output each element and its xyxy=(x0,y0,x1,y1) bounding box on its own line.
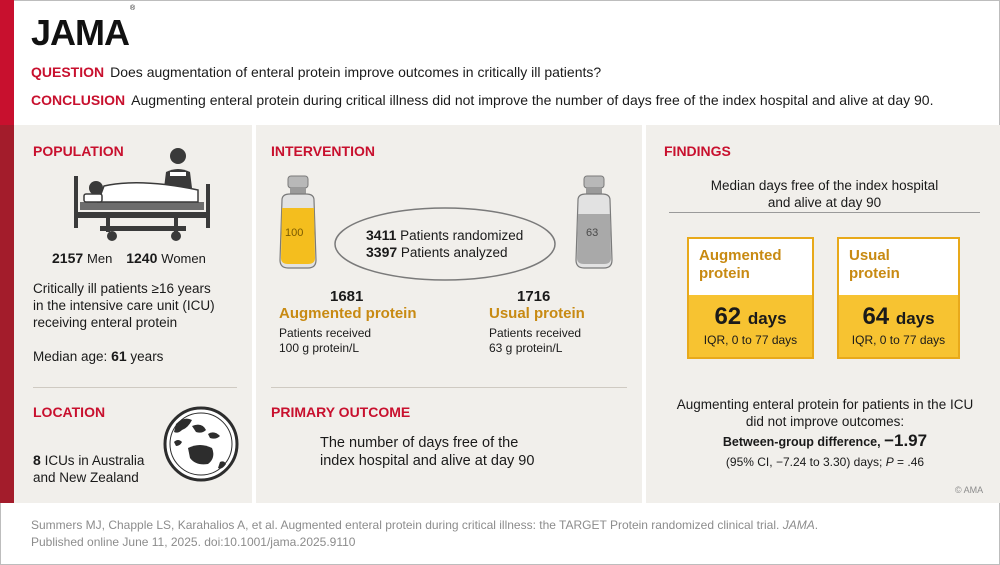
question-text: Does augmentation of enteral protein imp… xyxy=(110,64,602,80)
usual-result-body: 64 days IQR, 0 to 77 days xyxy=(839,295,958,357)
usual-desc-line: 63 g protein/L xyxy=(489,341,563,355)
difference-label: Between-group difference, xyxy=(722,435,881,449)
citation-text: Summers MJ, Chapple LS, Karahalios A, et… xyxy=(31,518,780,532)
augmented-desc: Patients received 100 g protein/L xyxy=(279,326,371,356)
usual-result-head-line: protein xyxy=(849,265,900,282)
augmented-count: 1681 xyxy=(330,288,364,305)
citation-end: . xyxy=(814,518,819,532)
population-title: POPULATION xyxy=(33,143,124,159)
augmented-label: Augmented protein xyxy=(279,305,417,322)
icu-count: 8 xyxy=(33,452,41,468)
conclusion-key: CONCLUSION xyxy=(31,92,126,108)
usual-protein-bottle-icon xyxy=(575,175,613,269)
randomized-count: 3411 xyxy=(366,227,397,243)
findings-subtitle-line: Median days free of the index hospital xyxy=(710,178,939,193)
findings-title: FINDINGS xyxy=(664,143,731,159)
primary-outcome-line: The number of days free of the xyxy=(320,435,519,451)
usual-result-value: 64 xyxy=(862,303,890,330)
location-description: 8 ICUs in Australia and New Zealand xyxy=(33,452,144,486)
augmented-bottle-label: 100 xyxy=(285,227,304,239)
findings-summary-line: did not improve outcomes: xyxy=(745,414,905,429)
usual-result-unit: days xyxy=(895,309,935,328)
augmented-result-unit: days xyxy=(747,309,787,328)
findings-summary-line: Augmenting enteral protein for patients … xyxy=(676,397,974,412)
intervention-divider xyxy=(271,387,627,388)
p-value: = .46 xyxy=(897,455,925,469)
intervention-outcome-panel xyxy=(256,125,642,503)
augmented-result-iqr: IQR, 0 to 77 days xyxy=(703,333,798,347)
conclusion-line: CONCLUSION Augmenting enteral protein dur… xyxy=(31,92,933,108)
between-group-difference: Between-group difference, −1.97 xyxy=(660,431,990,451)
men-label: Men xyxy=(87,251,113,266)
usual-result-head: Usual protein xyxy=(839,239,958,295)
median-age: Median age: 61 years xyxy=(33,348,163,364)
men-count: 2157 xyxy=(52,250,84,266)
augmented-desc-line: 100 g protein/L xyxy=(279,341,360,355)
question-key: QUESTION xyxy=(31,64,105,80)
usual-result-box: Usual protein 64 days IQR, 0 to 77 days xyxy=(837,237,960,359)
citation-footer: Summers MJ, Chapple LS, Karahalios A, et… xyxy=(31,517,818,551)
augmented-result-head-line: Augmented xyxy=(699,247,782,264)
usual-result-head-line: Usual xyxy=(849,247,890,264)
augmented-result-value-line: 62 days xyxy=(689,303,812,331)
location-line: ICUs in Australia xyxy=(44,453,145,468)
population-divider xyxy=(33,387,237,388)
usual-desc: Patients received 63 g protein/L xyxy=(489,326,581,356)
analyzed-label: Patients analyzed xyxy=(400,245,508,260)
location-title: LOCATION xyxy=(33,404,106,420)
primary-outcome-line: index hospital and alive at day 90 xyxy=(320,453,535,469)
augmented-desc-line: Patients received xyxy=(279,326,372,340)
primary-outcome-text: The number of days free of the index hos… xyxy=(320,434,534,470)
augmented-result-head-line: protein xyxy=(699,265,750,282)
population-desc-line: Critically ill patients ≥16 years xyxy=(33,281,211,296)
findings-divider xyxy=(669,212,980,213)
hospital-bed-icon xyxy=(74,148,210,241)
usual-label: Usual protein xyxy=(489,305,585,322)
accent-bar-lower xyxy=(0,125,14,503)
jama-logo: JAMA® xyxy=(31,5,135,53)
citation-doi: Published online June 11, 2025. doi:10.1… xyxy=(31,535,356,549)
ci-text: (95% CI, −7.24 to 3.30) days; xyxy=(725,455,883,469)
findings-subtitle: Median days free of the index hospital a… xyxy=(669,177,980,211)
randomized-analyzed: 3411 Patients randomized 3397 Patients a… xyxy=(366,227,523,261)
usual-desc-line: Patients received xyxy=(489,326,582,340)
location-line: and New Zealand xyxy=(33,470,139,485)
findings-subtitle-line: and alive at day 90 xyxy=(767,195,882,210)
augmented-result-value: 62 xyxy=(714,303,742,330)
analyzed-count: 3397 xyxy=(366,244,398,260)
confidence-interval: (95% CI, −7.24 to 3.30) days; P = .46 xyxy=(660,455,990,469)
randomized-label: Patients randomized xyxy=(400,228,524,243)
primary-outcome-title: PRIMARY OUTCOME xyxy=(271,404,411,420)
question-line: QUESTION Does augmentation of enteral pro… xyxy=(31,64,601,80)
median-age-value: 61 xyxy=(111,348,127,364)
p-label: P xyxy=(885,455,894,469)
randomization-ellipse xyxy=(334,207,556,281)
usual-result-iqr: IQR, 0 to 77 days xyxy=(851,333,946,347)
usual-result-value-line: 64 days xyxy=(839,303,958,331)
globe-icon xyxy=(163,406,239,482)
population-desc-line: in the intensive care unit (ICU) xyxy=(33,298,215,313)
median-age-unit: years xyxy=(130,349,164,364)
copyright: © AMA xyxy=(955,485,984,495)
usual-count: 1716 xyxy=(517,288,551,305)
population-description: Critically ill patients ≥16 years in the… xyxy=(33,280,215,331)
women-label: Women xyxy=(161,251,206,266)
citation-journal: JAMA xyxy=(782,518,815,532)
augmented-protein-bottle-icon xyxy=(279,175,317,269)
population-desc-line: receiving enteral protein xyxy=(33,315,178,330)
usual-bottle-label: 63 xyxy=(586,227,599,239)
augmented-result-body: 62 days IQR, 0 to 77 days xyxy=(689,295,812,357)
difference-value: −1.97 xyxy=(884,431,928,450)
conclusion-text: Augmenting enteral protein during critic… xyxy=(131,92,934,108)
augmented-result-box: Augmented protein 62 days IQR, 0 to 77 d… xyxy=(687,237,814,359)
women-count: 1240 xyxy=(126,250,158,266)
sex-counts: 2157 Men 1240 Women xyxy=(52,250,206,266)
median-age-label: Median age: xyxy=(33,349,108,364)
findings-summary: Augmenting enteral protein for patients … xyxy=(660,396,990,430)
intervention-title: INTERVENTION xyxy=(271,143,375,159)
augmented-result-head: Augmented protein xyxy=(689,239,812,295)
